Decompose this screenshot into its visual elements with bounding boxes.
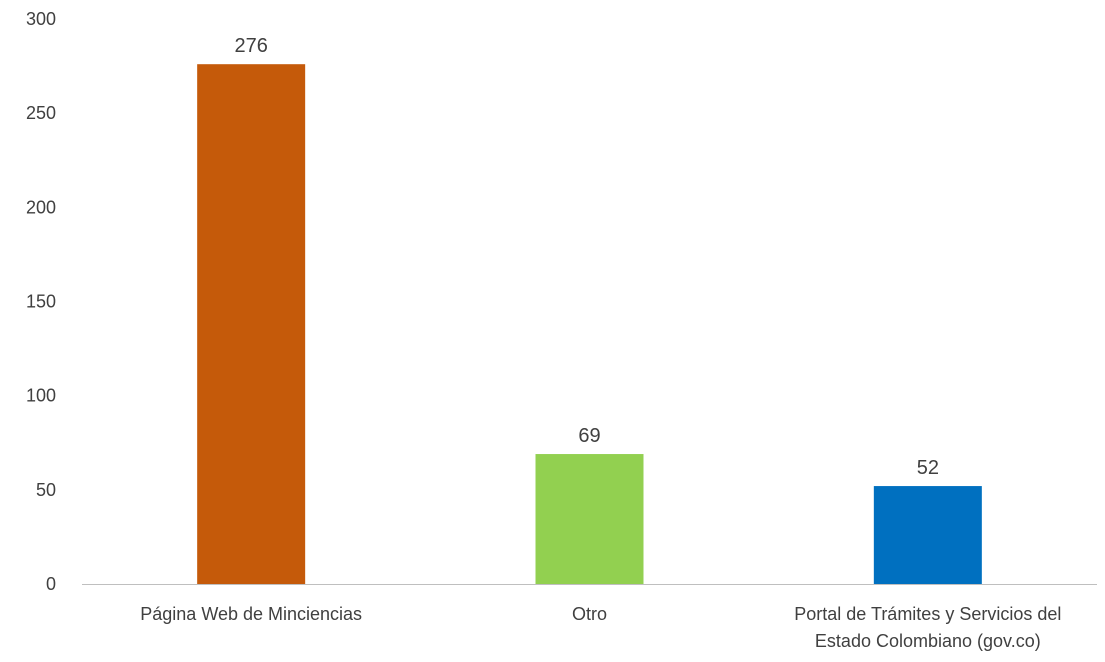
data-label: 52 (917, 457, 939, 479)
bars (197, 64, 982, 584)
bar (197, 64, 306, 584)
bar (873, 486, 982, 584)
y-axis-ticks: 0 50 100 150 200 250 300 (26, 9, 56, 594)
y-tick-label: 0 (46, 574, 56, 594)
y-tick-label: 150 (26, 292, 56, 312)
y-tick-label: 200 (26, 197, 56, 217)
category-label: Página Web de Minciencias (140, 604, 362, 624)
data-label: 276 (234, 35, 267, 57)
category-label: Otro (572, 604, 607, 624)
data-label: 69 (578, 425, 600, 447)
category-labels: Página Web de Minciencias Otro Portal de T… (140, 604, 1061, 651)
y-tick-label: 250 (26, 103, 56, 123)
y-tick-label: 300 (26, 9, 56, 29)
y-tick-label: 100 (26, 386, 56, 406)
category-label: Portal de Trámites y Servicios del Estado… (794, 604, 1061, 651)
data-labels: 276 69 52 (234, 35, 938, 479)
y-tick-label: 50 (36, 480, 56, 500)
bar (535, 454, 644, 584)
